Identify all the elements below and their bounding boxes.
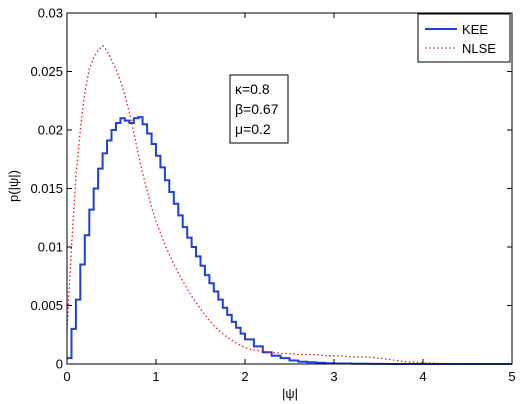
legend-box [417,13,511,63]
y-tick-label: 0.02 [38,123,63,138]
x-tick-label: 2 [241,369,248,384]
x-axis-label: |ψ| [282,386,298,401]
y-tick-label: 0.015 [30,181,63,196]
y-tick-label: 0.03 [38,6,63,21]
legend-label-nlse: NLSE [462,41,496,56]
annotation-kappa: κ=0.8 [235,81,270,97]
legend: KEE NLSE [417,13,511,63]
x-tick-label: 0 [63,369,70,384]
series-line-nlse [66,44,513,365]
y-axis-label: p(|ψ|) [6,170,21,202]
annotation-mu: μ=0.2 [235,121,271,137]
x-tick-label: 4 [419,369,426,384]
y-tick-label: 0.01 [38,240,63,255]
parameter-annotation: κ=0.8 β=0.67 μ=0.2 [229,74,289,144]
annotation-beta: β=0.67 [235,101,279,117]
x-tick-label: 5 [508,369,515,384]
series-line-kee [67,116,512,365]
x-tick-label: 3 [330,369,337,384]
y-tick-label: 0.005 [30,298,63,313]
y-tick-label: 0.025 [30,64,63,79]
annotation-box [229,74,289,144]
x-tick-label: 1 [152,369,159,384]
plot-area [67,13,512,364]
y-tick-label: 0 [56,357,63,372]
legend-label-kee: KEE [462,22,488,37]
